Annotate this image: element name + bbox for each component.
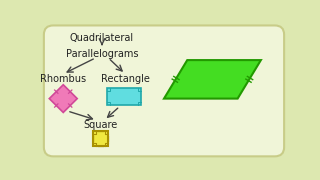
Text: Rectangle: Rectangle xyxy=(101,74,150,84)
Text: Quadrilateral: Quadrilateral xyxy=(70,33,134,43)
Bar xyxy=(107,88,141,105)
FancyBboxPatch shape xyxy=(44,25,284,156)
Polygon shape xyxy=(164,60,261,99)
Polygon shape xyxy=(49,85,77,112)
Text: Rhombus: Rhombus xyxy=(40,74,86,84)
Text: Parallelograms: Parallelograms xyxy=(66,49,138,58)
Bar xyxy=(93,131,108,146)
Text: Square: Square xyxy=(83,120,117,130)
